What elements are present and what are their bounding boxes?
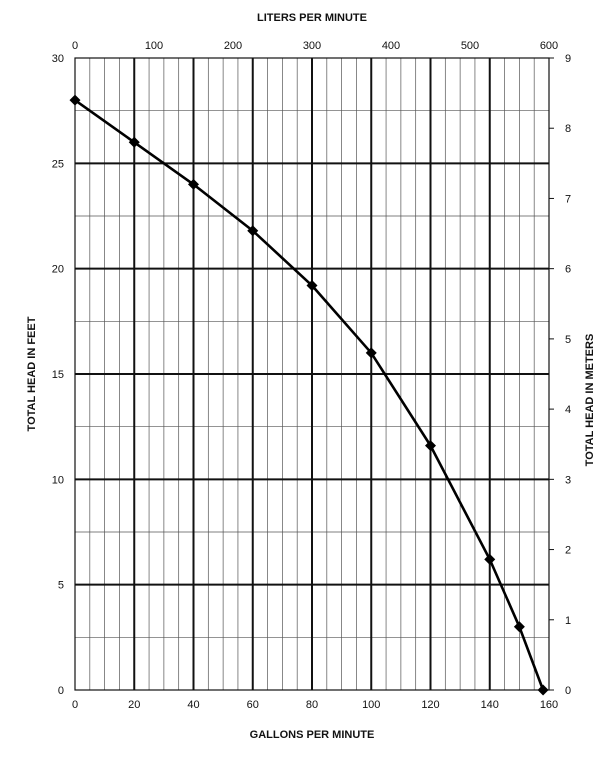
y-axis-title: TOTAL HEAD IN FEET	[26, 316, 38, 431]
y2-tick-label: 9	[565, 53, 571, 65]
y-tick-label: 20	[52, 264, 64, 276]
y2-tick-label: 8	[565, 123, 571, 135]
x-tick-label: 60	[247, 699, 259, 711]
x-tick-label: 100	[362, 699, 380, 711]
x-tick-label: 20	[128, 699, 140, 711]
y-tick-label: 10	[52, 474, 64, 486]
x-tick-label: 140	[481, 699, 499, 711]
y2-tick-label: 3	[565, 474, 571, 486]
x-tick-label: 40	[187, 699, 199, 711]
data-point-marker	[188, 178, 199, 190]
y-tick-label: 5	[58, 580, 64, 592]
data-point-marker	[247, 225, 259, 237]
y2-tick-label: 4	[565, 404, 571, 416]
x-axis-title: GALLONS PER MINUTE	[250, 729, 375, 741]
data-point-marker	[537, 684, 549, 696]
y-tick-label: 30	[52, 53, 64, 65]
y2-axis-title: TOTAL HEAD IN METERS	[584, 334, 596, 467]
y2-tick-label: 0	[565, 685, 571, 697]
x2-tick-label: 600	[540, 40, 558, 52]
y-tick-label: 0	[58, 685, 64, 697]
data-point-marker	[484, 553, 496, 565]
data-point-marker	[69, 94, 81, 106]
series-line	[74, 99, 545, 691]
x2-tick-label: 100	[145, 40, 163, 52]
x2-axis-title: LITERS PER MINUTE	[257, 12, 367, 24]
x2-tick-label: 300	[303, 40, 321, 52]
y2-tick-label: 6	[565, 264, 571, 276]
y2-tick-label: 1	[565, 615, 571, 627]
data-point-marker	[128, 136, 140, 148]
data-point-marker	[425, 440, 436, 452]
x2-tick-label: 0	[72, 40, 78, 52]
y-tick-label: 25	[52, 158, 64, 170]
data-point-marker	[365, 347, 377, 359]
y2-tick-label: 5	[565, 334, 571, 346]
y2-tick-label: 7	[565, 193, 571, 205]
x2-tick-label: 500	[461, 40, 479, 52]
data-point-marker	[306, 280, 318, 292]
x-tick-label: 120	[421, 699, 439, 711]
y-tick-label: 15	[52, 369, 64, 381]
x2-tick-label: 200	[224, 40, 242, 52]
x-tick-label: 80	[306, 699, 318, 711]
x2-tick-label: 400	[382, 40, 400, 52]
x-tick-label: 0	[72, 699, 78, 711]
series	[69, 94, 549, 696]
x-tick-label: 160	[540, 699, 558, 711]
data-point-marker	[513, 621, 525, 633]
y2-tick-label: 2	[565, 545, 571, 557]
plot-frame	[74, 57, 550, 691]
